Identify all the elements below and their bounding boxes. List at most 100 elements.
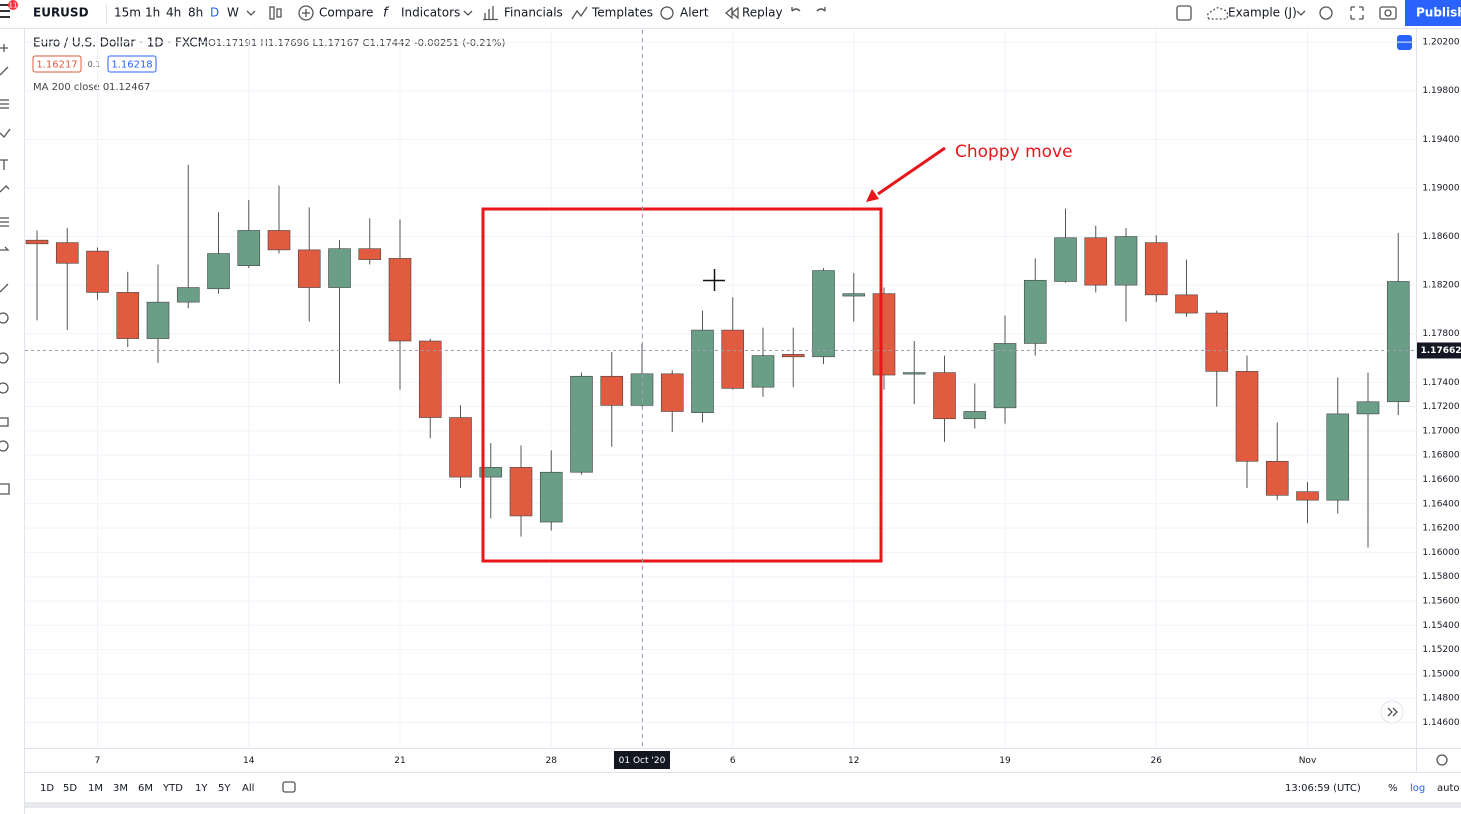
y-tick-label: 1.14600 [1422,718,1459,728]
range-button[interactable]: 5D [63,783,77,794]
zoom-tool[interactable] [0,312,9,324]
candle-body [176,287,200,303]
candle-body [358,248,382,260]
interval-button[interactable]: D [210,6,219,20]
redo-icon[interactable] [816,7,826,12]
candle-body [1054,237,1077,282]
candle-body [751,355,775,388]
settings-icon[interactable] [1319,6,1333,20]
x-label-highlight [614,751,670,769]
menu-icon[interactable] [0,4,10,6]
publish-button[interactable] [1405,0,1461,26]
toolbar-button[interactable]: Alert [680,6,709,20]
range-button[interactable]: 6M [138,783,153,794]
expand-icon[interactable] [1350,6,1364,20]
symbol[interactable]: EURUSD [33,6,89,20]
bid-price[interactable]: 1.16217 [36,60,77,71]
range-button[interactable]: YTD [162,783,183,794]
magnet-tool[interactable] [0,352,9,364]
candle-body [1023,279,1047,344]
menu-icon[interactable] [0,10,10,12]
x-tick-label: 6 [730,756,736,766]
ask-price[interactable]: 1.16218 [111,60,152,71]
y-tick-label: 1.17400 [1422,378,1459,388]
x-tick-label: Nov [1299,756,1317,766]
dropdown-icon[interactable] [1296,10,1306,16]
range-button[interactable]: All [242,783,254,794]
interval-button[interactable]: 8h [188,6,203,20]
range-button[interactable]: 1D [40,783,54,794]
buy-box[interactable] [107,55,157,73]
candle-body [1144,242,1168,296]
fullscreen-toggle[interactable] [1176,5,1192,21]
spread: 0.1 [88,60,101,69]
candle-body [721,329,745,389]
interval-button[interactable]: 15m [114,6,141,20]
auto-toggle[interactable]: auto [1437,783,1460,794]
candle-body [812,270,835,358]
candle-body [1114,236,1138,286]
sell-box[interactable] [32,55,82,73]
y-tick-label: 1.19000 [1422,183,1459,193]
drawing-tools[interactable] [0,44,11,495]
y-tick-label: 1.17000 [1422,426,1459,436]
indicator-name: MA 200 close 0 [33,82,109,93]
dropdown-icon[interactable] [246,10,256,16]
candle-body [872,293,896,376]
candle-body [570,375,593,473]
replay-icon[interactable] [724,6,739,20]
cloud-icon[interactable] [1207,7,1229,20]
fx-icon[interactable]: f [383,6,390,21]
candle-body [207,253,230,290]
dropdown-icon[interactable] [463,10,473,16]
alert-icon[interactable] [660,6,674,20]
log-toggle[interactable]: log [1410,783,1425,794]
toolbar-button[interactable]: Templates [591,6,653,20]
y-tick-label: 1.17800 [1422,329,1459,339]
candle-body [388,258,412,342]
toolbar-button[interactable]: Indicators [401,6,460,20]
bottom-strip [25,802,1461,808]
y-tick-label: 1.15000 [1422,669,1459,679]
candle-body [660,373,684,412]
range-button[interactable]: 5Y [218,783,231,794]
financials-icon[interactable] [483,6,498,21]
range-button[interactable]: 1Y [195,783,208,794]
layout-name[interactable]: Example (J) [1228,6,1297,20]
compare-icon[interactable] [302,9,310,17]
candle-icon[interactable] [276,8,282,18]
date-range-icon[interactable] [282,781,296,793]
x-tick-label: 26 [1151,756,1163,766]
interval-button[interactable]: W [227,6,239,20]
y-tick-label: 1.16200 [1422,524,1459,534]
publish-label[interactable]: Publish [1416,6,1461,20]
candle-icon[interactable] [269,6,275,20]
compare-icon[interactable] [298,5,314,21]
y-tick-label: 1.19800 [1422,86,1459,96]
candle-body [781,354,805,358]
range-button[interactable]: 1M [88,783,103,794]
range-button[interactable]: 3M [113,783,128,794]
candle-body [539,471,563,523]
toolbar-button[interactable]: Compare [319,6,373,20]
interval-button[interactable]: 4h [166,6,181,20]
snapshot-icon[interactable] [1379,6,1397,20]
settings-icon[interactable] [1436,754,1448,766]
templates-icon[interactable] [571,6,588,20]
candle-body [328,248,351,288]
snapshot-icon[interactable] [1384,9,1392,17]
undo-icon[interactable] [791,7,801,12]
candle-body [1235,371,1259,462]
x-tick-label: 7 [95,756,101,766]
candle-body [963,411,987,420]
percent-toggle[interactable]: % [1388,783,1398,794]
lock-tool[interactable] [0,382,9,394]
toolbar-button[interactable]: Financials [504,6,563,20]
toolbar-button[interactable]: Replay [742,6,783,20]
menu-icon[interactable] [0,16,10,18]
interval-button[interactable]: 1h [145,6,160,20]
scroll-icon[interactable] [1387,707,1398,717]
annotation-box [481,207,883,563]
candle-body [509,467,533,517]
hide-tool[interactable] [0,440,9,452]
